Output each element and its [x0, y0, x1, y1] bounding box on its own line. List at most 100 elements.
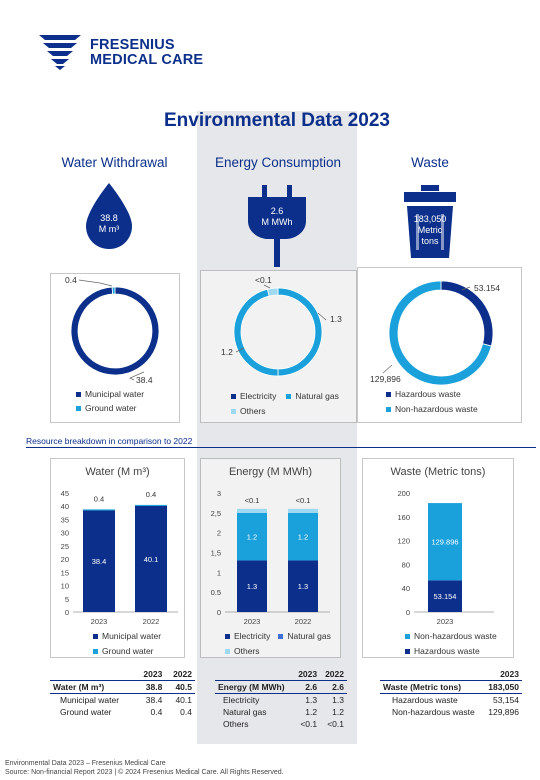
data-label: <0.1 — [296, 496, 311, 505]
legend-label: Others — [234, 646, 260, 656]
water-donut — [70, 286, 160, 376]
legend-swatch — [76, 405, 81, 411]
energy-chart-title: Energy (M MWh) — [228, 466, 313, 478]
cell: 40.5 — [175, 682, 192, 692]
data-label: 129.896 — [431, 538, 458, 547]
waste-icon-value: 183,050 Metric tons — [402, 214, 458, 247]
bar-others — [288, 508, 318, 513]
data-label: 0.4 — [94, 494, 104, 503]
waste-unit-2: tons — [421, 236, 439, 246]
legend-item: Natural gas — [286, 391, 339, 401]
y-tick-label: 5 — [65, 595, 69, 604]
footer: Environmental Data 2023 – Fresenius Medi… — [5, 759, 284, 777]
year-header: 2023 — [298, 669, 318, 679]
legend-label: Electricity — [240, 391, 277, 401]
x-tick-label: 2023 — [244, 617, 261, 626]
y-tick-label: 80 — [402, 560, 410, 569]
legend-swatch — [231, 408, 236, 414]
bar-natural-gas — [237, 512, 267, 561]
bar-electricity — [237, 560, 267, 612]
table-row: Hazardous waste 53,154 — [380, 693, 522, 707]
bar-ground-water — [135, 504, 167, 506]
legend-label: Ground water — [102, 646, 154, 656]
y-tick-label: 200 — [397, 489, 410, 498]
energy-donut-panel — [200, 270, 357, 423]
table-row: Waste (Metric tons) 183,050 — [380, 680, 522, 694]
energy-donut — [233, 287, 323, 377]
year-header: 2022 — [173, 669, 192, 679]
legend-swatch — [76, 391, 81, 397]
donut-slice-non-hazardous-waste — [388, 280, 492, 386]
water-donut-label-a: 0.4 — [65, 275, 77, 285]
y-tick-label: 35 — [61, 515, 69, 524]
energy-data-table: 2023 2022 Energy (M MWh) 2.6 2.6 Electricit… — [215, 668, 347, 730]
legend-label: Ground water — [85, 403, 137, 413]
legend-swatch — [93, 633, 98, 639]
legend-label: Others — [240, 406, 266, 416]
energy-donut-label-c: 1.2 — [221, 347, 233, 357]
legend-item: Others — [231, 406, 356, 416]
legend-item: Electricity — [225, 631, 270, 641]
cell: 38.4 — [145, 695, 163, 705]
water-bar-chart: 0 5 10 15 20 25 30 35 40 45 38.4 0.4 2023 40.1 0.4 2022 — [61, 489, 178, 626]
table-row: Water (M m³) 38.8 40.5 — [50, 680, 195, 694]
legend-item: Hazardous waste — [405, 646, 497, 656]
waste-unit-1: Metric — [417, 225, 443, 235]
cell: <0.1 — [300, 719, 318, 729]
waste-donut-panel — [357, 267, 522, 423]
data-label: 1.2 — [298, 533, 308, 542]
waste-data-table: 2023 Waste (Metric tons) 183,050 Hazardou… — [380, 668, 522, 718]
legend-swatch — [386, 406, 391, 412]
legend-item: Others — [225, 646, 331, 656]
cell: 40.1 — [175, 695, 192, 705]
energy-unit: M MWh — [261, 217, 293, 227]
cell: 1.3 — [332, 695, 344, 705]
footer-line-2: Source: Non-financial Report 2023 | © 20… — [5, 769, 284, 776]
x-tick-label: 2022 — [295, 617, 312, 626]
x-tick-label: 2023 — [437, 617, 454, 626]
brand-name: FRESENIUS MEDICAL CARE — [90, 38, 203, 68]
legend-item: Electricity — [231, 391, 276, 401]
bar-others — [237, 508, 267, 513]
bar-electricity — [288, 560, 318, 612]
row-label: Ground water — [60, 707, 112, 717]
y-tick-label: 20 — [61, 555, 69, 564]
data-label: 53.154 — [434, 592, 457, 601]
legend-item: Municipal water — [76, 389, 144, 399]
year-header: 2023 — [500, 669, 519, 679]
cell: 0.4 — [150, 707, 163, 717]
waste-donut-label-a: 53.154 — [474, 283, 500, 293]
y-tick-label: 1,5 — [211, 549, 221, 558]
donut-slice-others — [266, 287, 279, 297]
x-tick-label: 2023 — [91, 617, 108, 626]
waste-donut-label-b: 129,896 — [370, 374, 401, 384]
data-label: 1.3 — [298, 582, 308, 591]
y-tick-label: 40 — [61, 502, 69, 511]
bar-non-hazardous-waste — [428, 503, 462, 581]
legend-swatch — [286, 393, 292, 399]
waste-donut-legend: Hazardous waste Non-hazardous waste — [386, 389, 478, 414]
water-icon-value: 38.8 M m³ — [80, 213, 138, 235]
water-chart-title: Water (M m³) — [85, 466, 150, 478]
y-tick-label: 2 — [217, 529, 221, 538]
x-tick-label: 2022 — [143, 617, 160, 626]
legend-label: Non-hazardous waste — [414, 631, 497, 641]
brand-line-2: MEDICAL CARE — [90, 52, 204, 68]
table-row: Natural gas 1.2 1.2 — [215, 706, 347, 718]
y-tick-label: 10 — [61, 582, 69, 591]
cell: 38.8 — [145, 682, 163, 692]
cell: 1.2 — [305, 707, 318, 717]
waste-value: 183,050 — [413, 214, 447, 224]
legend-item: Ground water — [76, 403, 144, 413]
legend-label: Municipal water — [85, 389, 145, 399]
energy-donut-legend: Electricity Natural gas Others — [231, 391, 356, 416]
breakdown-divider — [26, 447, 536, 448]
y-tick-label: 1 — [217, 568, 221, 577]
y-tick-label: 45 — [61, 489, 69, 498]
cell: 2.6 — [332, 682, 344, 692]
cell: 0.4 — [180, 707, 192, 717]
legend-item: Ground water — [93, 646, 161, 656]
y-tick-label: 160 — [397, 513, 410, 522]
energy-value: 2.6 — [270, 206, 284, 216]
